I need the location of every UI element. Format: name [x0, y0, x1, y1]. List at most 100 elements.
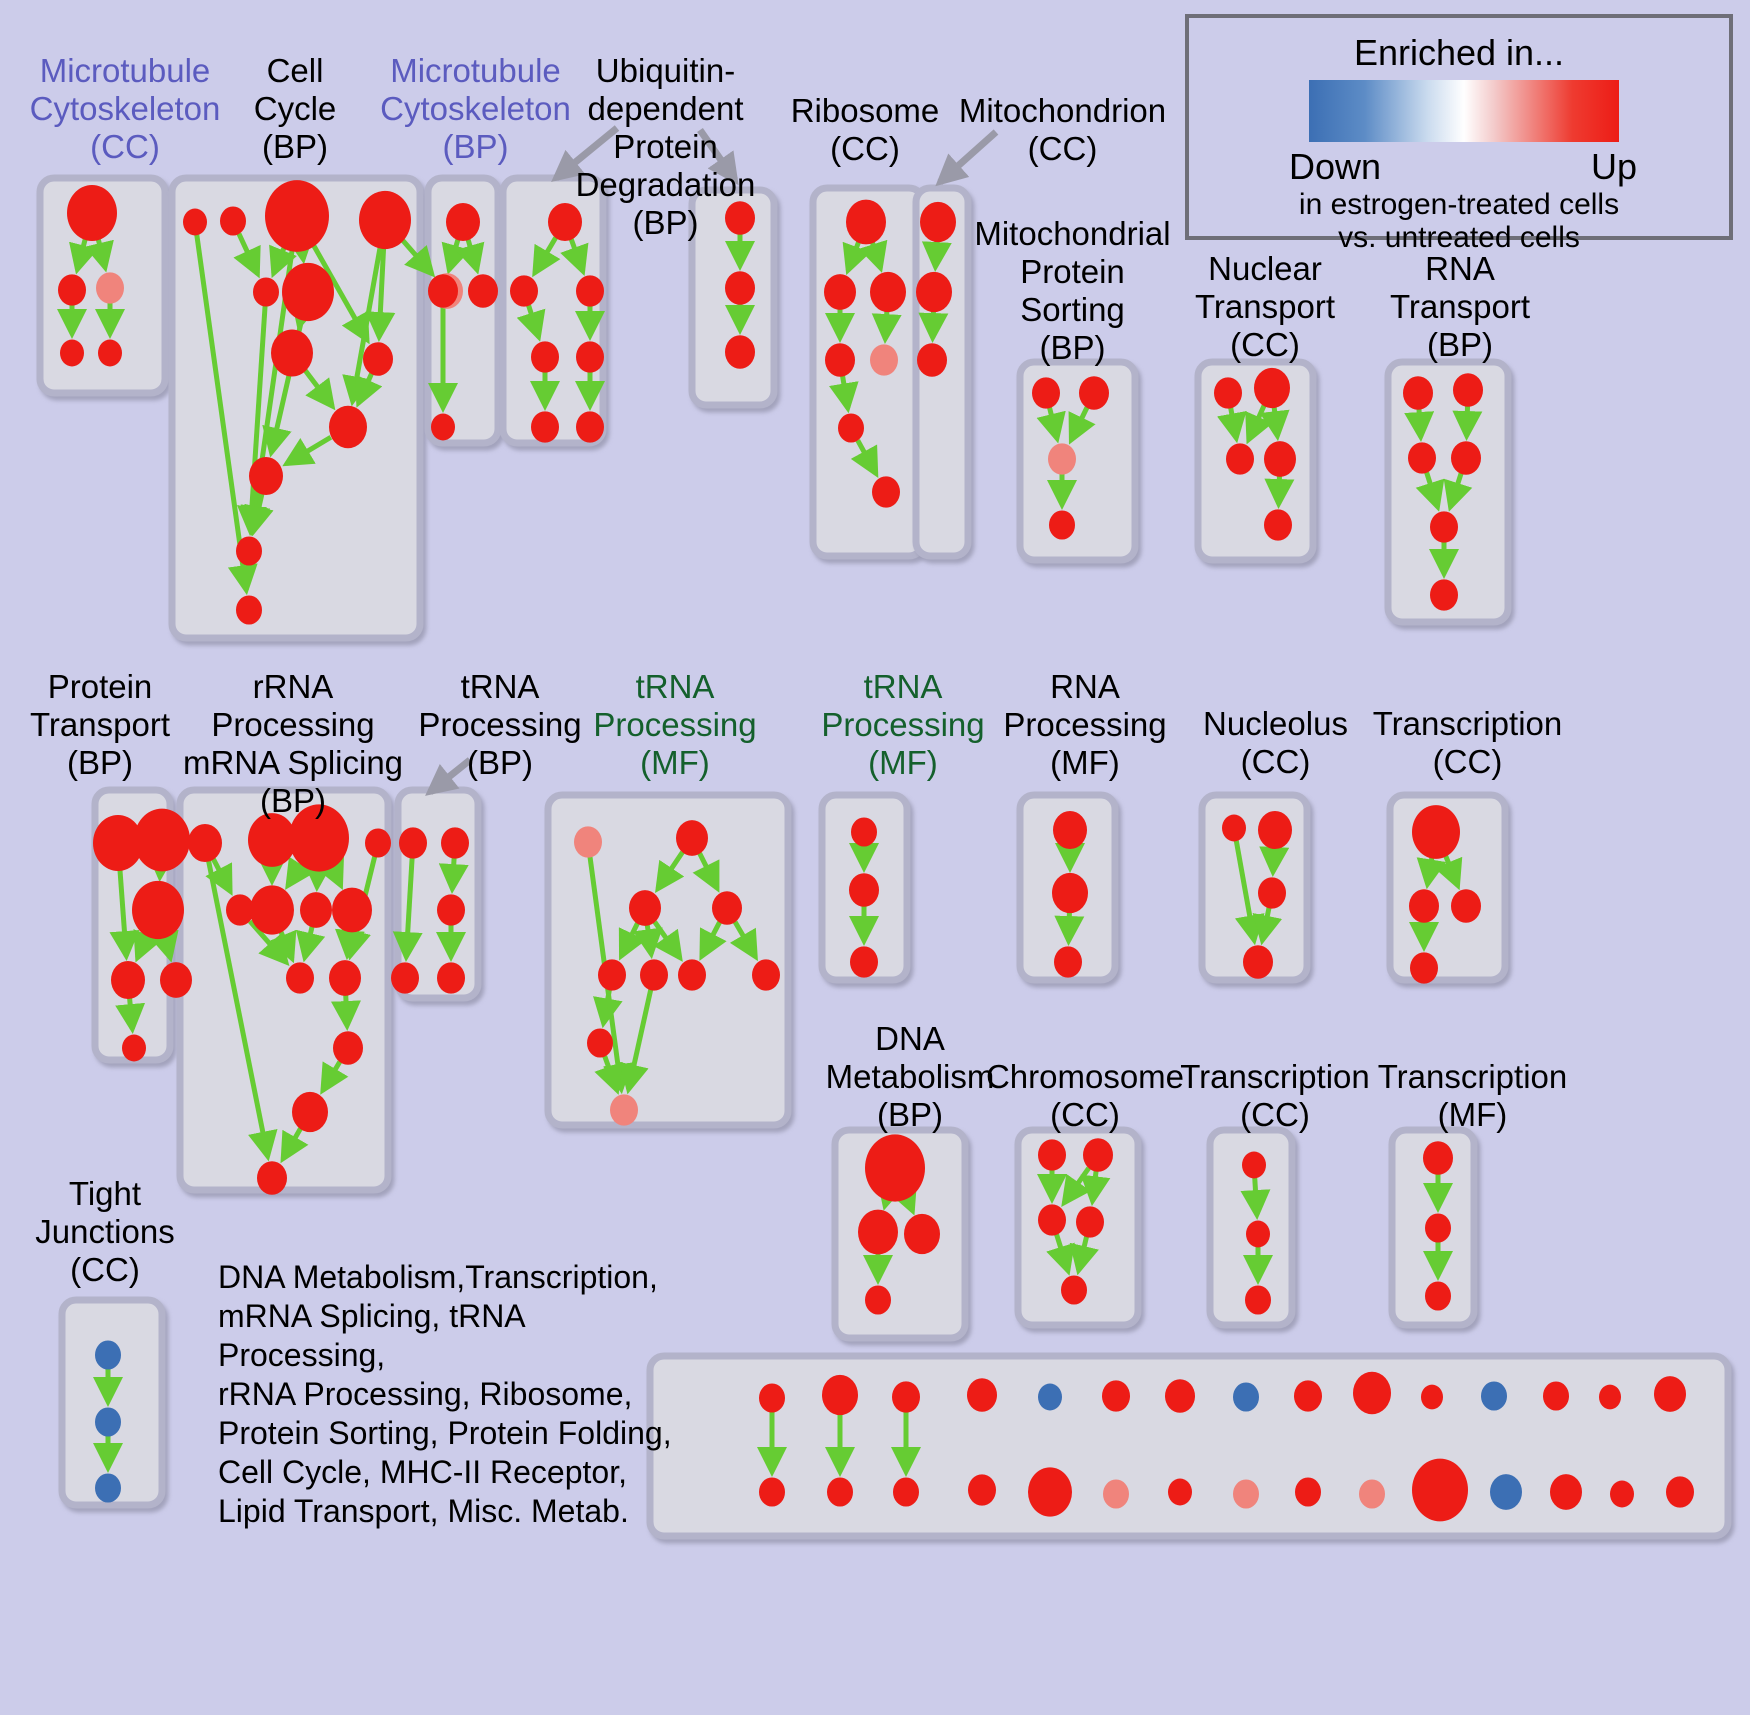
network-node[interactable] — [446, 202, 480, 242]
network-node[interactable] — [531, 411, 559, 443]
network-node[interactable] — [678, 959, 706, 991]
network-node[interactable] — [428, 274, 458, 308]
network-node[interactable] — [822, 1374, 858, 1416]
network-node[interactable] — [1412, 805, 1460, 859]
network-node[interactable] — [437, 962, 465, 994]
network-node[interactable] — [96, 272, 124, 304]
network-node[interactable] — [1226, 443, 1254, 475]
network-node[interactable] — [917, 343, 947, 377]
network-node[interactable] — [220, 206, 246, 236]
network-node[interactable] — [365, 828, 391, 858]
network-node[interactable] — [333, 1031, 363, 1065]
network-node[interactable] — [1049, 510, 1075, 540]
network-node[interactable] — [1032, 377, 1060, 409]
network-node[interactable] — [1666, 1476, 1694, 1508]
network-node[interactable] — [752, 959, 780, 991]
network-node[interactable] — [1550, 1474, 1582, 1510]
network-node[interactable] — [725, 271, 755, 305]
network-node[interactable] — [363, 342, 393, 376]
network-node[interactable] — [1038, 1383, 1062, 1411]
network-node[interactable] — [1403, 376, 1433, 410]
network-node[interactable] — [1079, 376, 1109, 410]
network-node[interactable] — [1599, 1384, 1621, 1410]
network-node[interactable] — [441, 827, 469, 859]
network-node[interactable] — [1425, 1213, 1451, 1243]
network-node[interactable] — [1038, 1139, 1066, 1171]
network-node[interactable] — [1083, 1138, 1113, 1172]
network-node[interactable] — [587, 1028, 613, 1058]
network-node[interactable] — [1028, 1467, 1072, 1517]
network-node[interactable] — [236, 595, 262, 625]
network-node[interactable] — [1048, 443, 1076, 475]
network-node[interactable] — [904, 1213, 940, 1255]
network-node[interactable] — [265, 180, 329, 252]
network-node[interactable] — [920, 201, 956, 243]
network-node[interactable] — [183, 208, 207, 236]
network-node[interactable] — [676, 820, 708, 856]
network-node[interactable] — [1654, 1376, 1686, 1412]
network-node[interactable] — [329, 405, 367, 449]
network-node[interactable] — [870, 271, 906, 313]
network-node[interactable] — [827, 1477, 853, 1507]
network-node[interactable] — [893, 1477, 919, 1507]
network-node[interactable] — [916, 271, 952, 313]
network-node[interactable] — [271, 329, 313, 377]
network-node[interactable] — [122, 1034, 146, 1062]
network-node[interactable] — [1423, 1141, 1453, 1175]
network-node[interactable] — [1359, 1479, 1385, 1509]
network-node[interactable] — [95, 1340, 121, 1370]
network-node[interactable] — [1061, 1275, 1087, 1305]
network-node[interactable] — [134, 808, 190, 872]
network-node[interactable] — [1243, 945, 1273, 979]
network-node[interactable] — [865, 1285, 891, 1315]
network-node[interactable] — [1222, 814, 1246, 842]
network-node[interactable] — [824, 274, 856, 310]
network-node[interactable] — [257, 1161, 287, 1195]
network-node[interactable] — [858, 1209, 898, 1255]
network-node[interactable] — [431, 413, 455, 441]
network-node[interactable] — [1258, 810, 1292, 850]
network-node[interactable] — [253, 277, 279, 307]
network-node[interactable] — [1408, 442, 1436, 474]
network-node[interactable] — [725, 201, 755, 235]
network-node[interactable] — [98, 339, 122, 367]
network-node[interactable] — [332, 887, 372, 933]
network-node[interactable] — [188, 823, 222, 863]
network-node[interactable] — [968, 1474, 996, 1506]
network-node[interactable] — [1453, 373, 1483, 407]
network-node[interactable] — [300, 892, 332, 928]
network-node[interactable] — [1264, 441, 1296, 477]
network-node[interactable] — [329, 960, 361, 996]
network-node[interactable] — [851, 817, 877, 847]
network-node[interactable] — [865, 1134, 925, 1202]
network-node[interactable] — [1430, 579, 1458, 611]
network-node[interactable] — [1254, 367, 1290, 409]
network-node[interactable] — [250, 885, 294, 935]
network-node[interactable] — [1294, 1380, 1322, 1412]
network-node[interactable] — [531, 341, 559, 373]
network-node[interactable] — [825, 343, 855, 377]
network-node[interactable] — [468, 274, 498, 308]
network-node[interactable] — [1103, 1479, 1129, 1509]
network-node[interactable] — [1481, 1381, 1507, 1411]
network-node[interactable] — [1425, 1281, 1451, 1311]
network-node[interactable] — [399, 827, 427, 859]
network-node[interactable] — [1409, 889, 1439, 923]
network-node[interactable] — [576, 275, 604, 307]
network-node[interactable] — [838, 413, 864, 443]
network-node[interactable] — [1165, 1379, 1195, 1413]
network-node[interactable] — [391, 962, 419, 994]
network-node[interactable] — [286, 962, 314, 994]
network-node[interactable] — [160, 962, 192, 998]
network-node[interactable] — [1242, 1151, 1266, 1179]
network-node[interactable] — [640, 959, 668, 991]
network-node[interactable] — [1233, 1382, 1259, 1412]
network-node[interactable] — [849, 873, 879, 907]
network-node[interactable] — [226, 894, 254, 926]
network-node[interactable] — [725, 335, 755, 369]
network-node[interactable] — [236, 536, 262, 566]
network-node[interactable] — [1410, 952, 1438, 984]
network-node[interactable] — [1246, 1220, 1270, 1248]
network-node[interactable] — [1295, 1477, 1321, 1507]
network-node[interactable] — [598, 959, 626, 991]
